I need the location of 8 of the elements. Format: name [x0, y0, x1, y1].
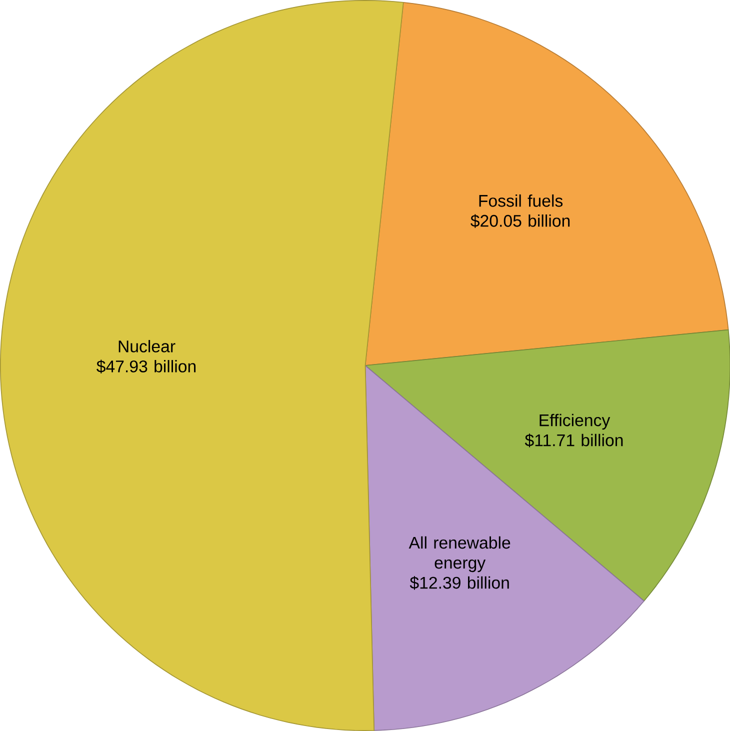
slice-label: Fossil fuels — [479, 194, 562, 207]
slice-label: Nuclear — [118, 340, 176, 352]
data-label: $11.71 billion — [524, 434, 622, 448]
data-label: $12.39 billion — [410, 576, 509, 590]
data-label: $47.93 billion — [96, 360, 196, 374]
slice-label: Efficiency — [540, 414, 610, 430]
slice-label: All renewable energy — [408, 536, 510, 572]
data-label: $20.05 billion — [470, 214, 570, 228]
